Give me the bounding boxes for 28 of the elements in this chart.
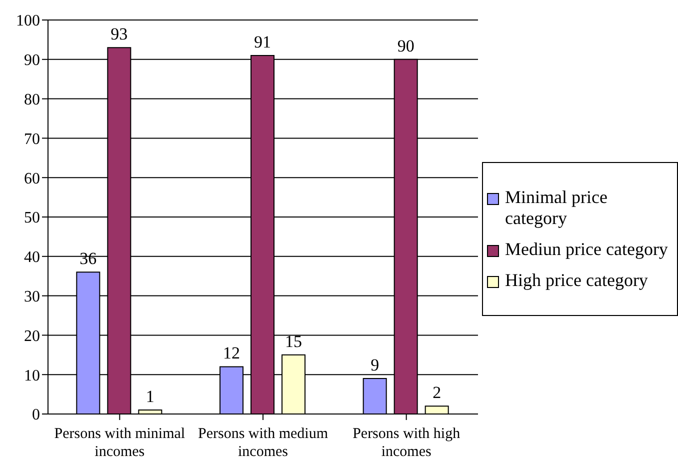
y-tick-label: 20 (24, 328, 40, 345)
y-tick-label: 30 (24, 288, 40, 306)
y-tick-label: 90 (24, 52, 40, 70)
legend-label: Minimal price category (505, 187, 608, 229)
data-label: 90 (397, 36, 414, 56)
legend-label: Mediun price category (505, 239, 668, 260)
y-tick-label: 0 (32, 406, 40, 424)
y-tick-label: 50 (24, 210, 40, 227)
y-tick-label: 80 (24, 91, 40, 108)
data-label: 15 (285, 332, 302, 351)
x-tick-label: Persons with high incomes (352, 426, 461, 460)
legend-label: High price category (505, 270, 648, 291)
bar (424, 406, 449, 414)
y-tick-label: 40 (24, 249, 40, 266)
bar (138, 410, 162, 414)
data-label: 2 (432, 383, 442, 402)
data-label: 12 (223, 344, 240, 363)
y-tick-label: 70 (24, 130, 40, 148)
y-tick-label: 60 (24, 170, 40, 188)
y-tick-label: 10 (24, 367, 40, 384)
data-label: 91 (254, 32, 271, 52)
data-label: 93 (110, 24, 128, 44)
y-tick-label: 100 (16, 12, 40, 30)
data-label: 9 (370, 356, 380, 375)
x-tick-label: Persons with minimal incomes (54, 426, 186, 460)
x-tick-label: Persons with medium incomes (198, 426, 328, 460)
data-label: 1 (146, 387, 154, 406)
bar (362, 378, 387, 414)
